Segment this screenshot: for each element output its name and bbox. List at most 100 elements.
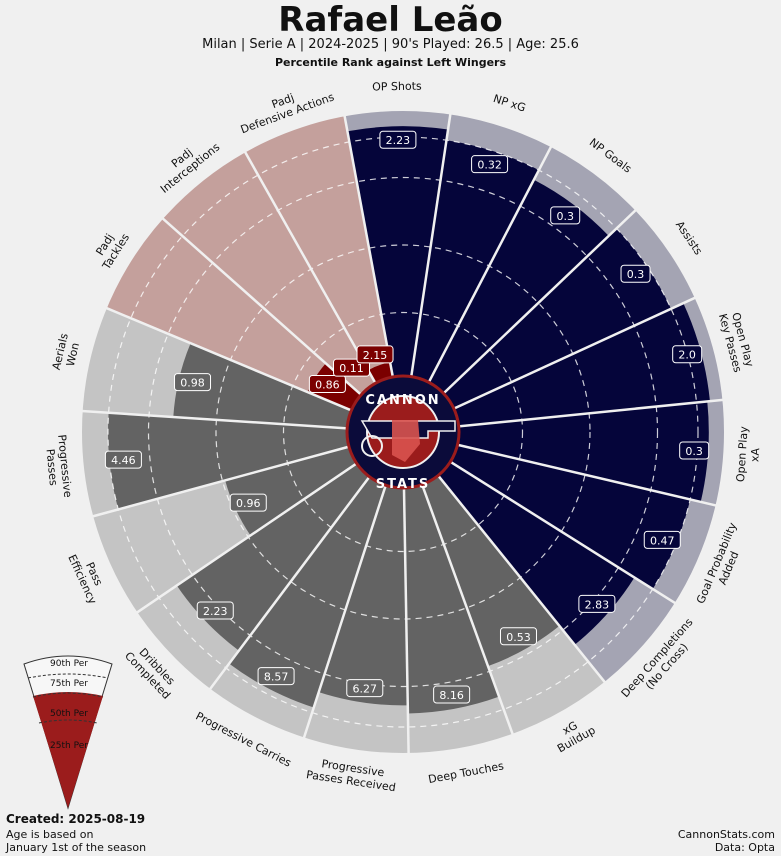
value-label: 8.57 (264, 671, 289, 684)
value-label: 2.83 (585, 598, 610, 611)
metric-label: AerialsWon (50, 332, 84, 374)
value-label: 2.0 (678, 349, 696, 362)
legend-label-90: 90th Per (50, 659, 88, 669)
value-label-box (346, 679, 384, 698)
value-label-box (643, 530, 681, 549)
legend-line-50 (32, 692, 104, 698)
metric-label: Open PlayxA (734, 425, 764, 483)
value-label-box (333, 358, 371, 377)
value-label-box (679, 441, 710, 460)
age-note: Age is based on January 1st of the seaso… (6, 828, 146, 854)
age-note-line2: January 1st of the season (6, 841, 147, 854)
legend-label-25: 25th Per (50, 741, 88, 751)
value-label: 4.46 (111, 454, 136, 467)
metric-label: NP xG (492, 92, 528, 115)
value-label: 2.23 (203, 605, 228, 618)
metric-label: ProgressivePasses Received (305, 755, 398, 794)
value-label: 2.15 (363, 349, 388, 362)
created-date: Created: 2025-08-19 (6, 812, 146, 826)
value-label-box (104, 450, 142, 469)
legend-line-75 (27, 673, 109, 679)
value-label: 0.53 (506, 631, 531, 644)
value-wedge (440, 228, 672, 411)
value-label-box (356, 345, 394, 364)
value-label-box (308, 374, 346, 393)
value-wedge (318, 481, 408, 706)
reference-ring (147, 176, 659, 688)
value-wedge (403, 480, 500, 714)
cannon-stats-logo: CANNON STATS (345, 374, 461, 492)
metric-label: PadjTackles (88, 224, 132, 272)
reference-ring (215, 244, 591, 620)
wedge-divider (90, 444, 354, 519)
season-subtitle: Milan | Serie A | 2024-2025 | 90's Playe… (202, 37, 579, 52)
value-wedge (453, 401, 709, 502)
value-wedge (450, 303, 710, 427)
wedge-divider (409, 111, 452, 381)
value-label: 0.86 (315, 378, 340, 391)
background-wedge (105, 218, 365, 412)
wedge-divider (134, 460, 361, 615)
wedge-divider (402, 483, 410, 756)
wedge-divider (453, 442, 719, 508)
value-label-box (379, 130, 417, 149)
metric-label: Assists (673, 219, 705, 258)
value-wedge (229, 473, 387, 708)
value-wedge (426, 179, 609, 397)
value-label-box (174, 373, 212, 392)
value-wedge (410, 140, 539, 386)
site-name: CannonStats.com (677, 828, 775, 841)
wedge-divider (454, 398, 726, 429)
metric-label: Open PlayKey Passes (716, 309, 757, 374)
wedge-divider (160, 215, 365, 399)
value-wedge (420, 472, 560, 667)
value-label-box (257, 667, 295, 686)
background-wedge (162, 151, 378, 398)
value-label: 0.47 (650, 534, 675, 547)
value-wedge (447, 443, 691, 590)
logo-bottom-text: STATS (376, 477, 431, 492)
wedge-divider (301, 481, 389, 741)
legend-label-75: 75th Per (50, 679, 88, 689)
value-label-box (229, 493, 267, 512)
wedge-divider (439, 207, 639, 398)
value-label: 0.32 (477, 159, 502, 172)
value-wedge (108, 412, 353, 510)
value-wedge (225, 445, 360, 536)
metric-label: Deep Touches (427, 759, 505, 786)
logo-top-text: CANNON (365, 393, 440, 408)
age-note-line1: Age is based on (6, 828, 94, 841)
percentile-legend: 90th Per 75th Per 50th Per 25th Per (23, 655, 113, 810)
value-label: 0.11 (339, 362, 364, 375)
value-label: 0.3 (685, 445, 703, 458)
value-label-box (620, 264, 651, 283)
value-label: 2.23 (386, 134, 411, 147)
wedge-divider (425, 143, 554, 387)
cannon-wheel-icon (361, 435, 383, 457)
metric-label: NP Goals (587, 136, 634, 176)
value-label-box (578, 594, 616, 613)
value-labels: 2.23 0.32 0.3 0.3 2.0 0.3 0.47 2.83 0.53 8.16 6.27… (104, 130, 710, 704)
metric-label: xGBuildup (549, 712, 598, 755)
value-wedge (173, 343, 356, 429)
wedge-divider (342, 113, 395, 382)
legend-label-50: 50th Per (50, 709, 88, 719)
value-label-box (499, 627, 537, 646)
player-name-title: Rafael Leão (278, 0, 503, 40)
value-label: 6.27 (353, 683, 378, 696)
metric-label: ProgressivePasses (42, 434, 74, 500)
value-label-box (196, 601, 234, 620)
shield-icon (392, 420, 420, 462)
value-label-box (672, 345, 703, 364)
value-label: 0.3 (627, 268, 645, 281)
value-label: 0.96 (236, 497, 261, 510)
wedge-divider (446, 458, 678, 606)
wedge-divider (207, 472, 373, 692)
value-label: 8.16 (439, 689, 464, 702)
value-label-box (433, 685, 471, 704)
reference-ring (282, 311, 524, 553)
value-label-box (550, 206, 581, 225)
wedge-divider (103, 305, 356, 414)
wedge-divider (449, 295, 698, 412)
